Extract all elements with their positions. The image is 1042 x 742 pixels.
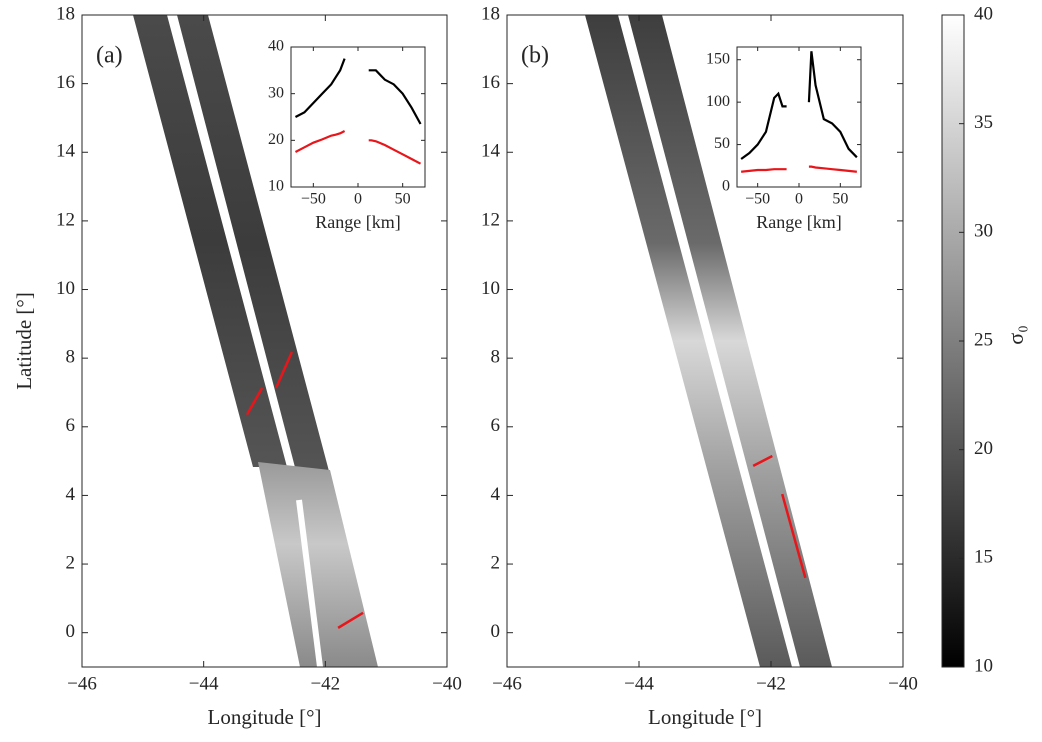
swath-image-b [585,15,832,667]
y-tick-label: 6 [491,415,501,436]
colorbar-tick-label: 30 [974,221,993,242]
y-tick-label: 30 [268,84,284,101]
y-tick-label: 4 [66,484,76,505]
x-axis-label: Range [km] [315,212,400,232]
x-tick-label: 50 [395,191,411,208]
y-tick-label: 20 [268,131,284,148]
track [752,454,773,468]
x-tick-label: 0 [354,191,362,208]
profile-line [294,130,422,165]
axes-frame [506,14,904,668]
colorbar-tick-label: 35 [974,112,993,133]
profile-line [741,165,857,173]
x-tick-label: −50 [745,191,770,208]
colorbar-tick-label: 40 [974,3,993,24]
y-tick-label: 18 [56,3,75,24]
inset-background [291,47,425,187]
y-tick-label: 50 [714,135,730,152]
y-tick-label: 12 [481,209,500,230]
y-tick-label: 16 [56,72,75,93]
swath-image-a [133,15,378,667]
x-tick-label: 50 [832,191,848,208]
y-tick-label: 8 [66,347,76,368]
x-tick-label: −40 [888,673,918,694]
y-tick-label: 6 [66,415,76,436]
y-tick-label: 18 [481,3,500,24]
axes-frame [81,14,448,668]
track [337,611,364,629]
y-tick-label: 0 [722,178,730,195]
track [781,493,807,579]
y-tick-label: 12 [56,209,75,230]
x-tick-label: −42 [756,673,786,694]
x-tick-label: −50 [301,191,326,208]
profile-line [294,58,422,125]
y-tick-label: 150 [706,50,730,67]
colorbar-gradient [942,15,964,667]
y-tick-label: 14 [481,141,501,162]
panel-label: (a) [96,43,123,69]
y-tick-label: 8 [491,347,501,368]
y-tick-label: 100 [706,93,730,110]
x-axis-label: Longitude [°] [208,705,322,729]
x-tick-label: −40 [432,673,462,694]
y-tick-label: 4 [491,484,501,505]
colorbar-tick-label: 15 [974,547,993,568]
inset-background [737,47,861,187]
track [274,351,294,389]
x-tick-label: −46 [67,673,97,694]
colorbar-tick-label: 10 [974,655,993,676]
y-axis-label: Latitude [°] [12,292,36,390]
x-axis-label: Longitude [°] [648,705,762,729]
profile-line [740,51,858,160]
y-tick-label: 2 [491,552,501,573]
y-tick-label: 2 [66,552,76,573]
y-tick-label: 0 [66,621,76,642]
y-tick-label: 10 [56,278,75,299]
y-tick-label: 10 [268,178,284,195]
x-axis-label: Range [km] [756,212,841,232]
panel-label: (b) [521,43,549,69]
y-tick-label: 16 [481,72,500,93]
x-tick-label: 0 [795,191,803,208]
colorbar-tick-label: 20 [974,438,993,459]
colorbar-tick-label: 25 [974,329,993,350]
x-tick-label: −46 [492,673,522,694]
x-tick-label: −42 [310,673,340,694]
colorbar-label: σ₀ [1003,325,1028,345]
track [245,387,264,416]
x-tick-label: −44 [624,673,654,694]
x-tick-label: −44 [189,673,219,694]
y-tick-label: 40 [268,38,284,55]
y-tick-label: 10 [481,278,500,299]
y-tick-label: 0 [491,621,501,642]
y-tick-label: 14 [56,141,76,162]
